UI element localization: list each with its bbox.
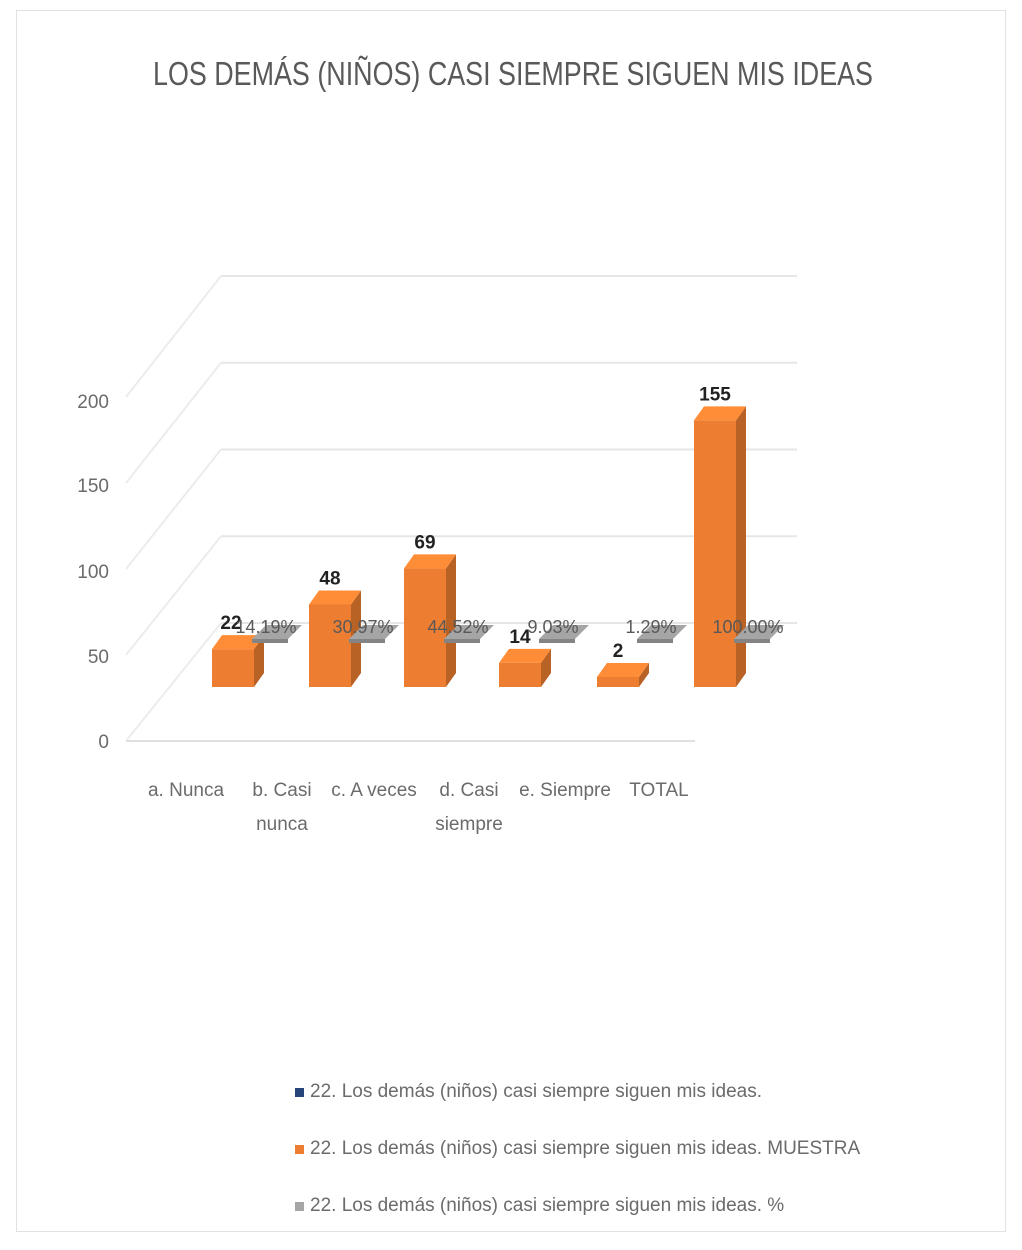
bar-muestra (694, 420, 736, 687)
bar-muestra (597, 677, 639, 687)
bar-percent (734, 625, 784, 639)
bar-muestra (212, 649, 254, 687)
data-label-muestra: 2 (613, 641, 624, 662)
bar-percent-front (734, 639, 770, 643)
bar-muestra (499, 662, 541, 687)
y-tick-label: 100 (77, 562, 109, 583)
x-tick-label: a. Nunca (148, 780, 224, 801)
legend-item-series-2[interactable]: 22. Los demás (niños) casi siempre sigue… (295, 1136, 860, 1162)
gridline-side (125, 275, 222, 398)
y-tick-label: 150 (77, 476, 109, 497)
legend-item-series-1[interactable]: 22. Los demás (niños) casi siempre sigue… (295, 1079, 860, 1105)
bar-muestra-side (446, 554, 456, 687)
gridline-side (125, 535, 222, 656)
gridline-side (125, 362, 222, 484)
legend-swatch (295, 1144, 304, 1154)
bar-percent-front (637, 639, 673, 643)
bar-muestra (309, 604, 351, 687)
y-tick-label: 0 (98, 732, 109, 753)
x-tick-label: TOTAL (629, 780, 688, 801)
bar-percent-front (349, 639, 385, 643)
bar-muestra-top (597, 663, 649, 677)
chart-bars: 22 48 69 14 2 155 14.19% 30.97% 44.52% 9.03% 1.29%… (212, 384, 784, 687)
bar-muestra-side (541, 648, 551, 687)
gridline-side (125, 448, 222, 570)
legend-item-series-3[interactable]: 22. Los demás (niños) casi siempre sigue… (295, 1193, 860, 1219)
bar-muestra-top (309, 590, 361, 605)
legend-label: 22. Los demás (niños) casi siempre sigue… (310, 1081, 762, 1102)
bar-muestra-top (212, 635, 264, 650)
bar-percent (539, 625, 589, 639)
legend-label: 22. Los demás (niños) casi siempre sigue… (310, 1195, 785, 1216)
data-label-percent: 1.29% (625, 617, 676, 637)
data-label-percent: 14.19% (235, 617, 296, 637)
bar-muestra-top (499, 648, 551, 663)
chart-title: LOS DEMÁS (NIÑOS) CASI SIEMPRE SIGUEN MI… (153, 55, 873, 92)
data-label-muestra: 155 (699, 384, 731, 405)
bar-percent (444, 625, 494, 639)
data-label-percent: 100.00% (712, 617, 783, 637)
gridline-side (125, 622, 222, 742)
x-tick-label: nunca (256, 814, 308, 835)
data-label-percent: 30.97% (332, 617, 393, 637)
data-label-percent: 9.03% (527, 617, 578, 637)
x-tick-label: d. Casi (439, 780, 498, 801)
legend-swatch (295, 1201, 304, 1211)
bar-muestra-side (639, 663, 649, 687)
x-axis: a. Nunca b. Casi nunca c. A veces d. Casi sie… (148, 780, 689, 835)
x-tick-label: e. Siempre (519, 780, 611, 801)
bar-percent-front (444, 639, 480, 643)
y-axis: 0 50 100 150 200 (77, 392, 109, 753)
bar-muestra (404, 568, 446, 687)
chart-frame: LOS DEMÁS (NIÑOS) CASI SIEMPRE SIGUEN MI… (16, 10, 1006, 1232)
data-label-muestra: 48 (319, 568, 340, 589)
data-label-percent: 44.52% (427, 617, 488, 637)
bar-percent (349, 625, 399, 639)
y-tick-label: 50 (88, 647, 109, 668)
chart-legend: 22. Los demás (niños) casi siempre sigue… (295, 1079, 860, 1250)
bar-muestra-side (254, 635, 264, 687)
data-label-muestra: 22 (220, 613, 241, 634)
data-label-muestra: 69 (414, 532, 435, 553)
data-label-muestra: 14 (509, 627, 531, 648)
bar-percent (252, 625, 302, 639)
chart-gridlines (125, 275, 797, 742)
legend-label: 22. Los demás (niños) casi siempre sigue… (310, 1138, 861, 1159)
bar-percent-front (539, 639, 575, 643)
bar-muestra-side (736, 406, 746, 687)
y-tick-label: 200 (77, 392, 109, 413)
x-tick-label: c. A veces (331, 780, 417, 801)
bar-percent (637, 625, 687, 639)
bar-muestra-top (404, 554, 456, 569)
chart-canvas: LOS DEMÁS (NIÑOS) CASI SIEMPRE SIGUEN MI… (77, 55, 873, 835)
x-tick-label: b. Casi (252, 780, 311, 801)
bar-muestra-top (694, 406, 746, 421)
legend-swatch (295, 1087, 304, 1097)
bar-percent-front (252, 639, 288, 643)
x-tick-label: siempre (435, 814, 503, 835)
